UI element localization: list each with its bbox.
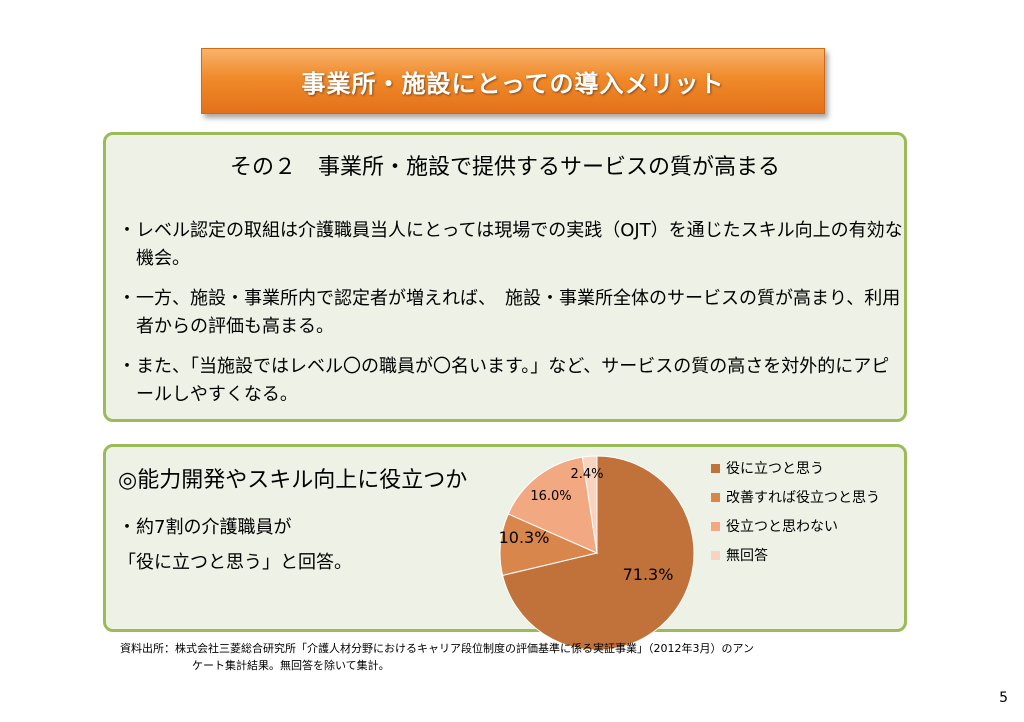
data-label: 10.3% xyxy=(499,528,550,547)
legend-swatch xyxy=(711,522,720,531)
legend-label: 無回答 xyxy=(726,547,768,564)
legend-label: 役立つと思わない xyxy=(726,519,838,535)
slide-title: 事業所・施設にとっての導入メリット xyxy=(301,69,725,98)
source-note: 資料出所：株式会社三菱総合研究所「介護人材分野におけるキャリア段位制度の評価基準… xyxy=(120,640,754,674)
title-banner: 事業所・施設にとっての導入メリット xyxy=(201,48,825,114)
survey-heading: ◎能力開発やスキル向上に役立つか xyxy=(118,468,468,493)
data-label: 16.0% xyxy=(530,489,571,504)
bullet-item: ・レベル認定の取組は介護職員当人にとっては現場での実践（OJT）を通じたスキル向… xyxy=(118,220,903,269)
benefit-box: その２ 事業所・施設で提供するサービスの質が高まる ・レベル認定の取組は介護職員… xyxy=(103,132,907,422)
data-label: 2.4% xyxy=(570,467,603,482)
legend-label: 役に立つと思う xyxy=(726,461,824,477)
legend-swatch xyxy=(711,551,720,560)
data-label: 71.3% xyxy=(623,565,674,584)
source-line2: ケート集計結果。無回答を除いて集計。 xyxy=(192,659,390,672)
legend-swatch xyxy=(711,464,720,473)
pie-slice xyxy=(507,456,598,554)
survey-summary-line1: ・約7割の介護職員が xyxy=(118,517,292,538)
bullet-item: ・また、「当施設ではレベル〇の職員が〇名います。」など、サービスの質の高さを対外… xyxy=(118,356,890,405)
pie-slice xyxy=(502,455,695,651)
bullet-item: ・一方、施設・事業所内で認定者が増えれば、 施設・事業所全体のサービスの質が高ま… xyxy=(118,288,901,337)
page-number: 5 xyxy=(999,690,1008,706)
pie-slice xyxy=(581,455,598,554)
source-line1: 資料出所：株式会社三菱総合研究所「介護人材分野におけるキャリア段位制度の評価基準… xyxy=(120,642,755,655)
benefit-heading: その２ 事業所・施設で提供するサービスの質が高まる xyxy=(229,155,780,180)
legend-swatch xyxy=(711,493,720,502)
legend-label: 改善すれば役立つと思う xyxy=(726,490,880,506)
survey-summary-line2: 「役に立つと思う」と回答。 xyxy=(118,552,352,573)
benefit-bullets: ・レベル認定の取組は介護職員当人にとっては現場での実践（OJT）を通じたスキル向… xyxy=(118,217,903,421)
